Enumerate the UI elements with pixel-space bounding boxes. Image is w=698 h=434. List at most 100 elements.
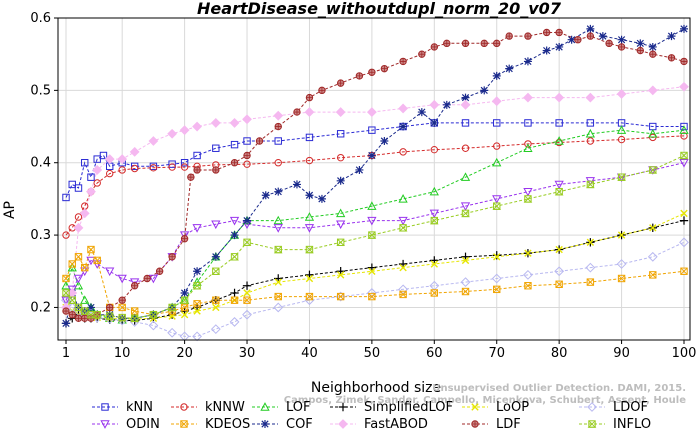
point-inflo — [130, 314, 140, 322]
series-markers-fastabod — [61, 81, 689, 313]
point-kdeos — [74, 253, 83, 261]
x-tick-label: 50 — [364, 346, 381, 361]
point-fastabod — [304, 107, 315, 117]
point-ldf — [130, 282, 139, 290]
point-knn — [368, 126, 376, 134]
point-ldf — [505, 32, 513, 40]
point-cof — [105, 310, 114, 319]
point-fastabod — [148, 136, 159, 146]
point-cof — [680, 24, 688, 33]
point-ldof — [585, 262, 596, 273]
point-knnw — [461, 144, 470, 152]
x-tick-label: 90 — [613, 346, 630, 361]
point-inflo — [180, 296, 190, 304]
point-ldf — [155, 267, 164, 275]
point-knnw — [336, 153, 345, 162]
series-markers-ldof — [61, 237, 689, 342]
point-kdeos — [555, 280, 563, 288]
point-ldf — [636, 46, 645, 55]
point-kdeos — [212, 296, 220, 304]
point-cof — [480, 86, 489, 95]
point-simplifiedlof — [242, 281, 252, 290]
point-cof — [62, 319, 70, 328]
point-lof — [367, 201, 377, 210]
point-odin — [67, 285, 77, 295]
point-kdeos — [368, 292, 376, 301]
point-fastabod — [179, 125, 190, 136]
series-line-inflo — [65, 155, 685, 319]
point-kdeos — [430, 289, 439, 297]
point-cof — [505, 64, 514, 73]
point-cof — [399, 122, 408, 131]
point-odin — [523, 187, 533, 197]
point-knn — [336, 130, 345, 138]
legend: kNN kNNW LOF SimplifiedLOF LoOP LDOF ODIN KDEOS… — [92, 400, 651, 432]
legend-item-odin: ODIN — [92, 417, 160, 432]
point-kdeos — [81, 263, 89, 272]
point-loop — [493, 253, 501, 261]
point-lof — [616, 125, 627, 134]
point-odin — [492, 195, 502, 204]
point-ldf — [418, 50, 426, 58]
point-fastabod — [460, 99, 471, 110]
series-lines — [65, 28, 685, 337]
point-inflo — [105, 312, 115, 320]
point-ldf — [336, 79, 345, 87]
point-lof — [273, 215, 283, 225]
point-cof — [598, 32, 607, 41]
point-knnw — [399, 148, 407, 156]
legend-marker — [261, 420, 269, 428]
point-lof — [648, 128, 658, 138]
legend-label: KDEOS — [205, 417, 250, 432]
point-lof — [304, 212, 315, 221]
point-knnw — [168, 163, 176, 171]
legend-item-knnw: kNNW — [171, 400, 245, 415]
point-knnw — [74, 213, 83, 221]
legend-label: INFLO — [613, 417, 651, 432]
point-ldf — [318, 86, 326, 95]
point-loop — [586, 238, 595, 247]
x-tick-label: 100 — [672, 346, 697, 361]
point-ldof — [491, 273, 502, 284]
point-knnw — [493, 142, 501, 150]
point-kdeos — [230, 296, 239, 304]
chart-title: HeartDisease_withoutdupl_norm_20_v07 — [197, 0, 562, 18]
point-odin — [130, 278, 140, 287]
x-axis-label: Neighborhood size — [311, 380, 441, 396]
point-loop — [555, 245, 563, 254]
point-inflo — [336, 238, 346, 247]
point-kdeos — [649, 271, 657, 279]
point-fastabod — [192, 121, 202, 132]
legend-item-kdeos: KDEOS — [171, 417, 250, 432]
point-inflo — [648, 166, 658, 174]
point-fastabod — [79, 208, 90, 219]
point-lof — [679, 125, 689, 134]
legend-marker — [338, 419, 348, 429]
series-line-ldf — [65, 32, 685, 319]
point-knn — [99, 151, 108, 160]
point-cof — [243, 216, 252, 225]
point-simplifiedlof — [230, 288, 239, 298]
point-ldf — [617, 43, 626, 51]
point-ldf — [180, 234, 189, 243]
point-loop — [680, 209, 688, 218]
point-cof — [336, 176, 345, 185]
point-simplifiedlof — [679, 216, 689, 225]
point-ldf — [187, 173, 195, 181]
legend-item-knn: kNN — [92, 400, 153, 415]
point-ldf — [605, 39, 613, 48]
point-cof — [230, 231, 239, 240]
point-knn — [305, 133, 314, 142]
point-kdeos — [62, 274, 70, 283]
point-ldof — [616, 259, 627, 269]
legend-label: LDOF — [613, 400, 648, 415]
point-ldf — [443, 39, 451, 48]
point-ldof — [229, 317, 240, 327]
point-inflo — [305, 245, 314, 254]
point-cof — [305, 191, 314, 200]
point-cof — [367, 151, 376, 160]
legend-label: COF — [286, 417, 313, 432]
point-lof — [429, 186, 439, 196]
point-inflo — [554, 187, 564, 196]
point-cof — [542, 46, 551, 55]
